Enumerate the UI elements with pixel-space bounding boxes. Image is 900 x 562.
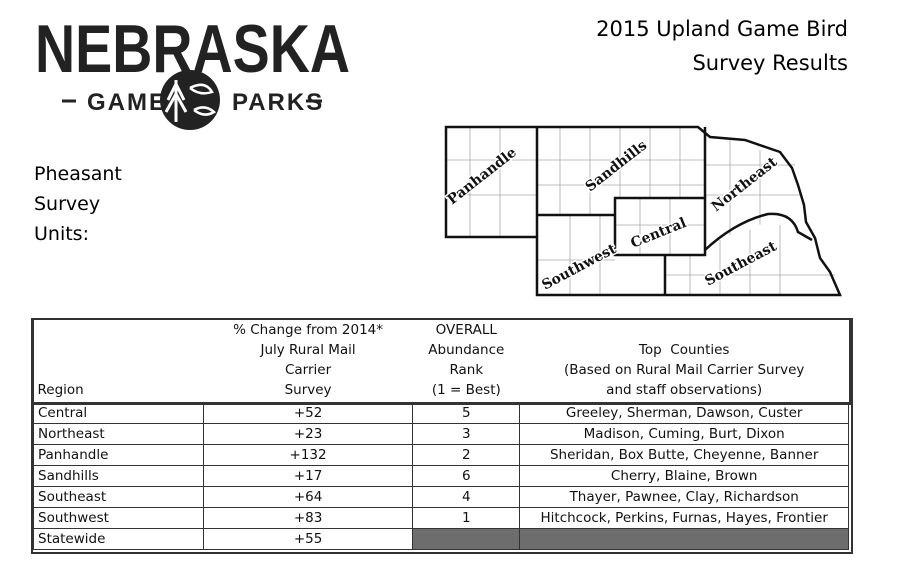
header-line: Abundance	[428, 342, 505, 358]
map-heading: Units:	[34, 223, 89, 245]
table-cell: Madison, Cuming, Burt, Dixon	[519, 423, 849, 445]
map-label: Southwest	[539, 241, 619, 294]
map-label: Northeast	[709, 154, 781, 215]
table-cell: Central	[33, 402, 204, 424]
map-label: Southeast	[702, 238, 779, 289]
header-line: % Change from 2014*	[233, 322, 384, 338]
logo-tree	[164, 80, 188, 122]
table-row: Central +52 5 Greeley, Sherman, Dawson, Cus…	[33, 402, 849, 424]
table-cell: Hitchcock, Perkins, Furnas, Hayes, Front…	[519, 507, 849, 529]
map-heading: Pheasant	[34, 163, 122, 185]
header-line: Survey	[284, 382, 332, 398]
header-cell: Top Counties (Based on Rural Mail Carrier…	[520, 320, 849, 403]
header-cell: % Change from 2014* July Rural Mail Carrie…	[203, 320, 412, 403]
table-cell: Statewide	[33, 528, 204, 550]
header-line: (1 = Best)	[431, 382, 501, 398]
table-cell: +17	[202, 465, 414, 487]
table-row: Southwest +83 1 Hitchcock, Perkins, Furnas,…	[33, 507, 849, 529]
table-cell: +23	[202, 423, 414, 445]
header-line: (Based on Rural Mail Carrier Survey	[563, 362, 805, 378]
table-cell: Sandhills	[33, 465, 204, 487]
map	[446, 127, 835, 295]
table-cell	[412, 528, 521, 550]
table-cell: 1	[412, 507, 521, 529]
map-heading: Survey	[34, 193, 100, 215]
title-line: Survey Results	[692, 51, 848, 75]
table-row: Statewide +55	[33, 528, 849, 550]
table-cell: +83	[202, 507, 414, 529]
table-cell: Thayer, Pawnee, Clay, Richardson	[519, 486, 849, 508]
table-cell: Panhandle	[33, 444, 204, 466]
header-line: OVERALL	[435, 322, 497, 338]
state-outline	[444, 125, 842, 297]
table-cell: Northeast	[33, 423, 204, 445]
header-cell: OVERALL Abundance Rank (1 = Best)	[413, 320, 520, 403]
county-lines	[446, 127, 835, 295]
table-cell	[519, 528, 849, 550]
header-line: and staff observations)	[606, 382, 763, 398]
table-cell: Sheridan, Box Butte, Cheyenne, Banner	[519, 444, 849, 466]
header-line: July Rural Mail	[260, 342, 356, 358]
table-row: Panhandle +132 2 Sheridan, Box Butte, Cheye…	[33, 444, 849, 466]
table-cell: 3	[412, 423, 521, 445]
table-cell: Cherry, Blaine, Brown	[519, 465, 849, 487]
header-line: Carrier	[284, 362, 332, 378]
table-cell: 6	[412, 465, 521, 487]
table-cell: Southeast	[33, 486, 204, 508]
map-regions	[444, 125, 842, 297]
table-row: Northeast +23 3 Madison, Cuming, Burt, Dixo…	[33, 423, 849, 445]
table-cell: 4	[412, 486, 521, 508]
header-line: Rank	[449, 362, 484, 378]
map-label: Panhandle	[445, 144, 520, 208]
region-border	[613, 196, 707, 257]
map-label: Central	[629, 215, 689, 252]
table-cell: 5	[412, 402, 521, 424]
table-cell: Southwest	[33, 507, 204, 529]
table-cell: +52	[202, 402, 414, 424]
table-cell: +55	[202, 528, 414, 550]
logo-left: GAME	[87, 89, 167, 116]
table-cell: 2	[412, 444, 521, 466]
header-row: Region % Change from 2014* July Rural Mail…	[31, 318, 851, 405]
header-line: Region	[37, 382, 84, 398]
header-cell: Region	[34, 320, 204, 403]
table-row: Sandhills +17 6 Cherry, Blaine, Brown	[33, 465, 849, 487]
table-cell: +64	[202, 486, 414, 508]
results-table: Region % Change from 2014* July Rural Mail…	[31, 318, 851, 550]
map-label: Sandhills	[583, 137, 651, 195]
header-graphics: NEBRASKA GAME PARKS 2015 Upland Game Bir…	[34, 11, 848, 297]
title-line: 2015 Upland Game Bird	[596, 17, 848, 41]
table-cell: Greeley, Sherman, Dawson, Custer	[519, 402, 849, 424]
table-cell: +132	[202, 444, 414, 466]
header-line: Top Counties	[638, 342, 730, 358]
logo-animals	[189, 83, 217, 116]
table-row: Southeast +64 4 Thayer, Pawnee, Clay, Richa…	[33, 486, 849, 508]
region-border	[704, 212, 813, 251]
